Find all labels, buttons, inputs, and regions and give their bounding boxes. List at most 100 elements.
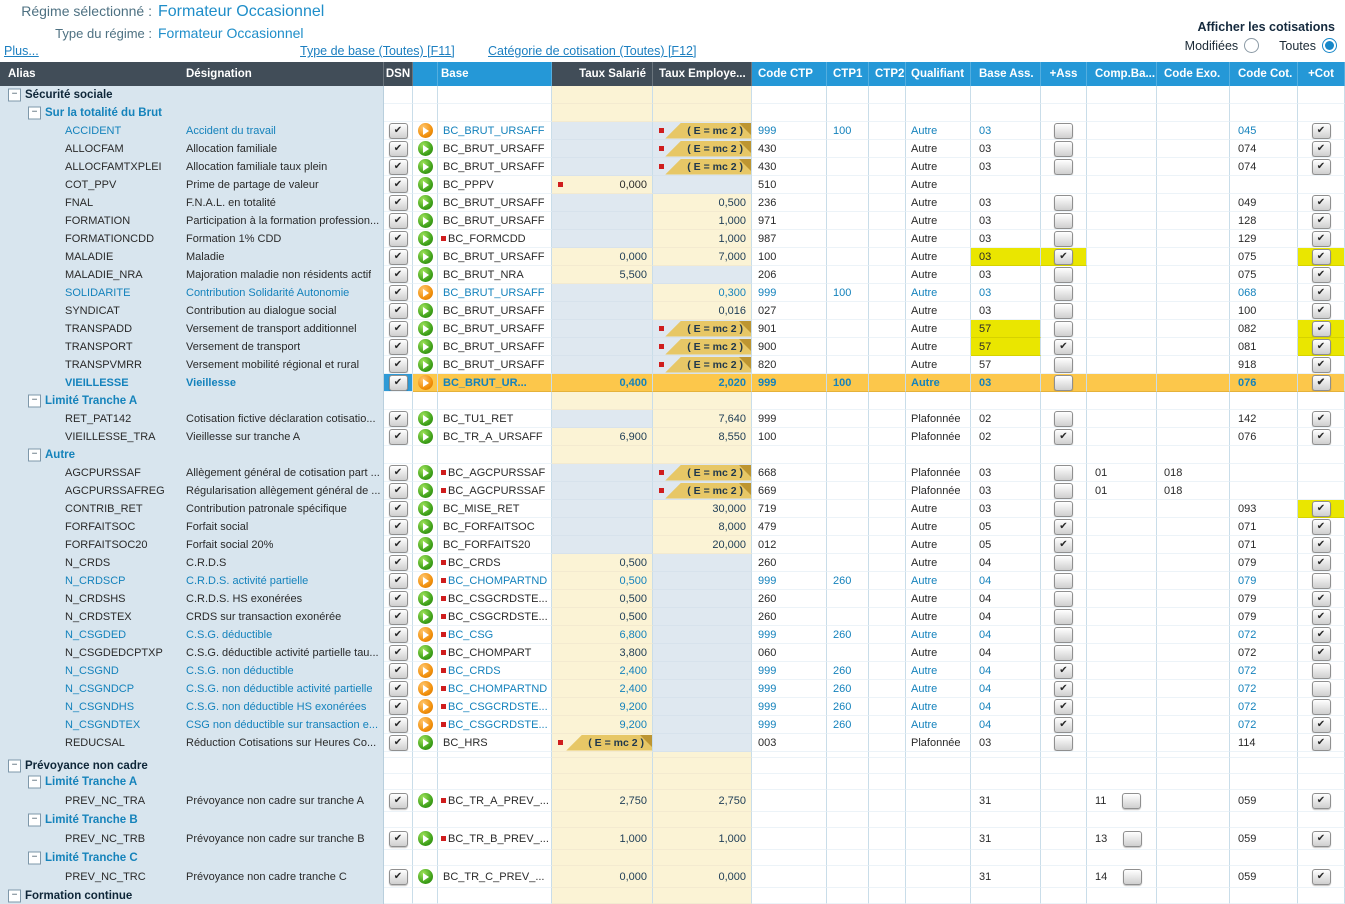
cot-checkbox[interactable] <box>1312 591 1331 607</box>
ass-checkbox[interactable] <box>1054 123 1073 139</box>
column-header-code-cot[interactable]: Code Cot. <box>1230 62 1298 86</box>
column-header-icon[interactable] <box>413 62 438 86</box>
type-base-link[interactable]: Type de base (Toutes) [F11] <box>300 44 455 58</box>
cot-checkbox[interactable] <box>1312 869 1331 885</box>
table-row[interactable]: N_CSGNDHSC.S.G. non déductible HS exonér… <box>0 698 1345 716</box>
dsn-checkbox[interactable] <box>389 285 408 301</box>
collapse-icon[interactable]: − <box>28 107 41 120</box>
column-header-taux-salarie[interactable]: Taux Salarié <box>552 62 653 86</box>
comp-base-checkbox[interactable] <box>1123 831 1142 847</box>
cot-checkbox[interactable] <box>1312 141 1331 157</box>
table-row[interactable]: COT_PPVPrime de partage de valeurBC_PPPV… <box>0 176 1345 194</box>
cot-checkbox[interactable] <box>1312 501 1331 517</box>
ass-checkbox[interactable] <box>1054 249 1073 265</box>
dsn-checkbox[interactable] <box>389 177 408 193</box>
cot-checkbox[interactable] <box>1312 609 1331 625</box>
dsn-checkbox[interactable] <box>389 699 408 715</box>
dsn-checkbox[interactable] <box>389 483 408 499</box>
dsn-checkbox[interactable] <box>389 267 408 283</box>
column-header-comp-base[interactable]: Comp.Ba... <box>1087 62 1157 86</box>
dsn-checkbox[interactable] <box>389 645 408 661</box>
cot-checkbox[interactable] <box>1312 249 1331 265</box>
table-row[interactable]: ALLOCFAMAllocation familialeBC_BRUT_URSA… <box>0 140 1345 158</box>
dsn-checkbox[interactable] <box>389 429 408 445</box>
dsn-checkbox[interactable] <box>389 609 408 625</box>
dsn-checkbox[interactable] <box>389 501 408 517</box>
column-header-designation[interactable]: Désignation <box>186 68 252 80</box>
dsn-checkbox[interactable] <box>389 555 408 571</box>
table-row[interactable]: N_CRDSTEXCRDS sur transaction exonéréeBC… <box>0 608 1345 626</box>
column-header-plus-ass[interactable]: +Ass <box>1041 62 1087 86</box>
ass-checkbox[interactable] <box>1054 267 1073 283</box>
ass-checkbox[interactable] <box>1054 663 1073 679</box>
table-row[interactable]: RET_PAT142Cotisation fictive déclaration… <box>0 410 1345 428</box>
table-row[interactable]: FNALF.N.A.L. en totalitéBC_BRUT_URSAFF0,… <box>0 194 1345 212</box>
column-header-ctp2[interactable]: CTP2 <box>869 62 906 86</box>
cot-checkbox[interactable] <box>1312 429 1331 445</box>
dsn-checkbox[interactable] <box>389 831 408 847</box>
dsn-checkbox[interactable] <box>389 321 408 337</box>
table-row[interactable]: ALLOCFAMTXPLEIAllocation familiale taux … <box>0 158 1345 176</box>
cot-checkbox[interactable] <box>1312 267 1331 283</box>
radio-toutes[interactable] <box>1322 38 1337 53</box>
ass-checkbox[interactable] <box>1054 411 1073 427</box>
dsn-checkbox[interactable] <box>389 869 408 885</box>
cot-checkbox[interactable] <box>1312 627 1331 643</box>
dsn-checkbox[interactable] <box>389 717 408 733</box>
table-row[interactable]: N_CSGDEDCPTXPC.S.G. déductible activité … <box>0 644 1345 662</box>
cot-checkbox[interactable] <box>1312 537 1331 553</box>
table-row[interactable]: AGCPURSSAFAllègement général de cotisati… <box>0 464 1345 482</box>
table-row[interactable]: REDUCSALRéduction Cotisations sur Heures… <box>0 734 1345 752</box>
cot-checkbox[interactable] <box>1312 555 1331 571</box>
cot-checkbox[interactable] <box>1312 231 1331 247</box>
cot-checkbox[interactable] <box>1312 645 1331 661</box>
table-row[interactable]: PREV_NC_TRCPrévoyance non cadre tranche … <box>0 866 1345 888</box>
cot-checkbox[interactable] <box>1312 285 1331 301</box>
ass-checkbox[interactable] <box>1054 339 1073 355</box>
table-row[interactable]: SOLIDARITEContribution Solidarité Autono… <box>0 284 1345 302</box>
cot-checkbox[interactable] <box>1312 663 1331 679</box>
cot-checkbox[interactable] <box>1312 735 1331 751</box>
ass-checkbox[interactable] <box>1054 591 1073 607</box>
column-header-ctp1[interactable]: CTP1 <box>827 62 869 86</box>
column-header-code-ctp[interactable]: Code CTP <box>752 62 827 86</box>
cot-checkbox[interactable] <box>1312 375 1331 391</box>
table-row[interactable]: SYNDICATContribution au dialogue socialB… <box>0 302 1345 320</box>
collapse-icon[interactable]: − <box>8 890 21 903</box>
cot-checkbox[interactable] <box>1312 793 1331 809</box>
comp-base-checkbox[interactable] <box>1123 869 1142 885</box>
dsn-checkbox[interactable] <box>389 519 408 535</box>
table-row[interactable]: TRANSPORTVersement de transportBC_BRUT_U… <box>0 338 1345 356</box>
cot-checkbox[interactable] <box>1312 831 1331 847</box>
cot-checkbox[interactable] <box>1312 321 1331 337</box>
ass-checkbox[interactable] <box>1054 141 1073 157</box>
table-row[interactable]: N_CRDSHSC.R.D.S. HS exonéréesBC_CSGCRDST… <box>0 590 1345 608</box>
collapse-icon[interactable]: − <box>8 760 21 773</box>
dsn-checkbox[interactable] <box>389 465 408 481</box>
dsn-checkbox[interactable] <box>389 195 408 211</box>
ass-checkbox[interactable] <box>1054 537 1073 553</box>
categorie-cotisation-link[interactable]: Catégorie de cotisation (Toutes) [F12] <box>488 44 696 58</box>
ass-checkbox[interactable] <box>1054 483 1073 499</box>
table-row[interactable]: N_CRDSCPC.R.D.S. activité partielleBC_CH… <box>0 572 1345 590</box>
dsn-checkbox[interactable] <box>389 681 408 697</box>
ass-checkbox[interactable] <box>1054 609 1073 625</box>
table-row[interactable]: N_CRDSC.R.D.SBC_CRDS0,500260Autre04079 <box>0 554 1345 572</box>
collapse-icon[interactable]: − <box>28 776 41 789</box>
ass-checkbox[interactable] <box>1054 555 1073 571</box>
dsn-checkbox[interactable] <box>389 141 408 157</box>
ass-checkbox[interactable] <box>1054 213 1073 229</box>
dsn-checkbox[interactable] <box>389 123 408 139</box>
ass-checkbox[interactable] <box>1054 645 1073 661</box>
ass-checkbox[interactable] <box>1054 717 1073 733</box>
dsn-checkbox[interactable] <box>389 537 408 553</box>
table-row[interactable]: FORMATIONCDDFormation 1% CDDBC_FORMCDD1,… <box>0 230 1345 248</box>
cot-checkbox[interactable] <box>1312 213 1331 229</box>
dsn-checkbox[interactable] <box>389 793 408 809</box>
ass-checkbox[interactable] <box>1054 231 1073 247</box>
table-row[interactable]: TRANSPADDVersement de transport addition… <box>0 320 1345 338</box>
column-header-dsn[interactable]: DSN <box>384 62 413 86</box>
ass-checkbox[interactable] <box>1054 699 1073 715</box>
table-row[interactable]: AGCPURSSAFREGRégularisation allègement g… <box>0 482 1345 500</box>
ass-checkbox[interactable] <box>1054 519 1073 535</box>
